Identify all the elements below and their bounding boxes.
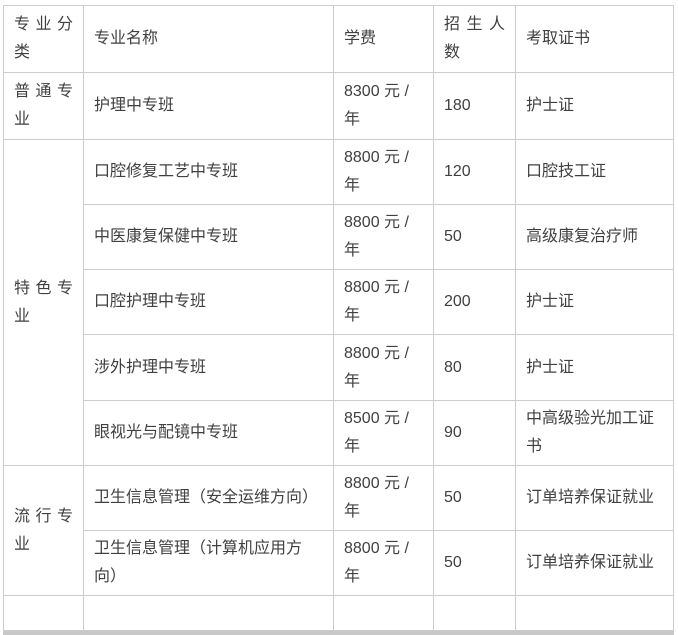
- tuition-cell: 8500 元 / 年: [333, 400, 434, 466]
- enrollment-cell: 50: [433, 530, 516, 596]
- header-enrollment: 招生人数: [433, 5, 516, 73]
- table-row: 卫生信息管理（计算机应用方向） 8800 元 / 年 50 订单培养保证就业: [4, 530, 674, 596]
- enrollment-cell: 120: [433, 139, 516, 205]
- certificate-cell: 订单培养保证就业: [515, 530, 674, 596]
- enrollment-cell: 50: [433, 465, 516, 531]
- major-name-cell: 眼视光与配镜中专班: [83, 400, 334, 466]
- certificate-cell: 口腔技工证: [515, 139, 674, 205]
- empty-cell: [515, 595, 674, 631]
- header-certificate: 考取证书: [515, 5, 674, 73]
- certificate-cell: 高级康复治疗师: [515, 204, 674, 270]
- table-row: 特色专业 口腔修复工艺中专班 8800 元 / 年 120 口腔技工证: [3, 139, 674, 466]
- major-name-cell: 卫生信息管理（安全运维方向）: [83, 465, 334, 531]
- enrollment-cell: 50: [433, 204, 516, 270]
- header-major-name: 专业名称: [83, 5, 334, 73]
- header-category: 专业分类: [3, 5, 84, 73]
- table-row: 涉外护理中专班 8800 元 / 年 80 护士证: [4, 334, 674, 401]
- certificate-cell: 护士证: [515, 72, 674, 140]
- tuition-cell: 8800 元 / 年: [333, 269, 434, 335]
- category-cell: 特色专业: [3, 139, 84, 466]
- major-name-cell: 涉外护理中专班: [83, 334, 334, 401]
- enrollment-cell: 180: [433, 72, 516, 140]
- enrollment-cell: 80: [433, 334, 516, 401]
- tuition-cell: 8800 元 / 年: [333, 334, 434, 401]
- table-row: 普通专业 护理中专班 8300 元 / 年 180 护士证: [3, 72, 674, 140]
- majors-table: 专业分类 专业名称 学费 招生人数 考取证书 普通专业 护理中专班 8300 元…: [3, 5, 674, 631]
- enrollment-cell: 90: [433, 400, 516, 466]
- enrollment-cell: 200: [433, 269, 516, 335]
- tuition-cell: 8800 元 / 年: [333, 465, 434, 531]
- table-row: 口腔护理中专班 8800 元 / 年 200 护士证: [4, 269, 674, 335]
- category-cell: 普通专业: [3, 72, 84, 140]
- tuition-cell: 8800 元 / 年: [333, 530, 434, 596]
- certificate-cell: 护士证: [515, 269, 674, 335]
- tuition-cell: 8800 元 / 年: [333, 139, 434, 205]
- bottom-edge-bar: [3, 631, 674, 635]
- major-name-cell: 护理中专班: [83, 72, 334, 140]
- header-tuition: 学费: [333, 5, 434, 73]
- major-name-cell: 卫生信息管理（计算机应用方向）: [83, 530, 334, 596]
- header-row: 专业分类 专业名称 学费 招生人数 考取证书: [3, 5, 674, 73]
- empty-cell: [3, 595, 84, 631]
- major-name-cell: 口腔修复工艺中专班: [83, 139, 334, 205]
- certificate-cell: 订单培养保证就业: [515, 465, 674, 531]
- table-row: 流行专业 卫生信息管理（安全运维方向） 8800 元 / 年 50 订单培养保证…: [3, 465, 674, 596]
- certificate-cell: 护士证: [515, 334, 674, 401]
- major-name-cell: 口腔护理中专班: [83, 269, 334, 335]
- tuition-cell: 8300 元 / 年: [333, 72, 434, 140]
- table-row: 中医康复保健中专班 8800 元 / 年 50 高级康复治疗师: [4, 204, 674, 270]
- tuition-cell: 8800 元 / 年: [333, 204, 434, 270]
- category-cell: 流行专业: [3, 465, 84, 596]
- empty-cell: [333, 595, 434, 631]
- empty-cell: [83, 595, 334, 631]
- certificate-cell: 中高级验光加工证书: [515, 400, 674, 466]
- empty-cell: [433, 595, 516, 631]
- table-row: 眼视光与配镜中专班 8500 元 / 年 90 中高级验光加工证书: [4, 400, 674, 466]
- major-name-cell: 中医康复保健中专班: [83, 204, 334, 270]
- empty-row: [3, 595, 674, 631]
